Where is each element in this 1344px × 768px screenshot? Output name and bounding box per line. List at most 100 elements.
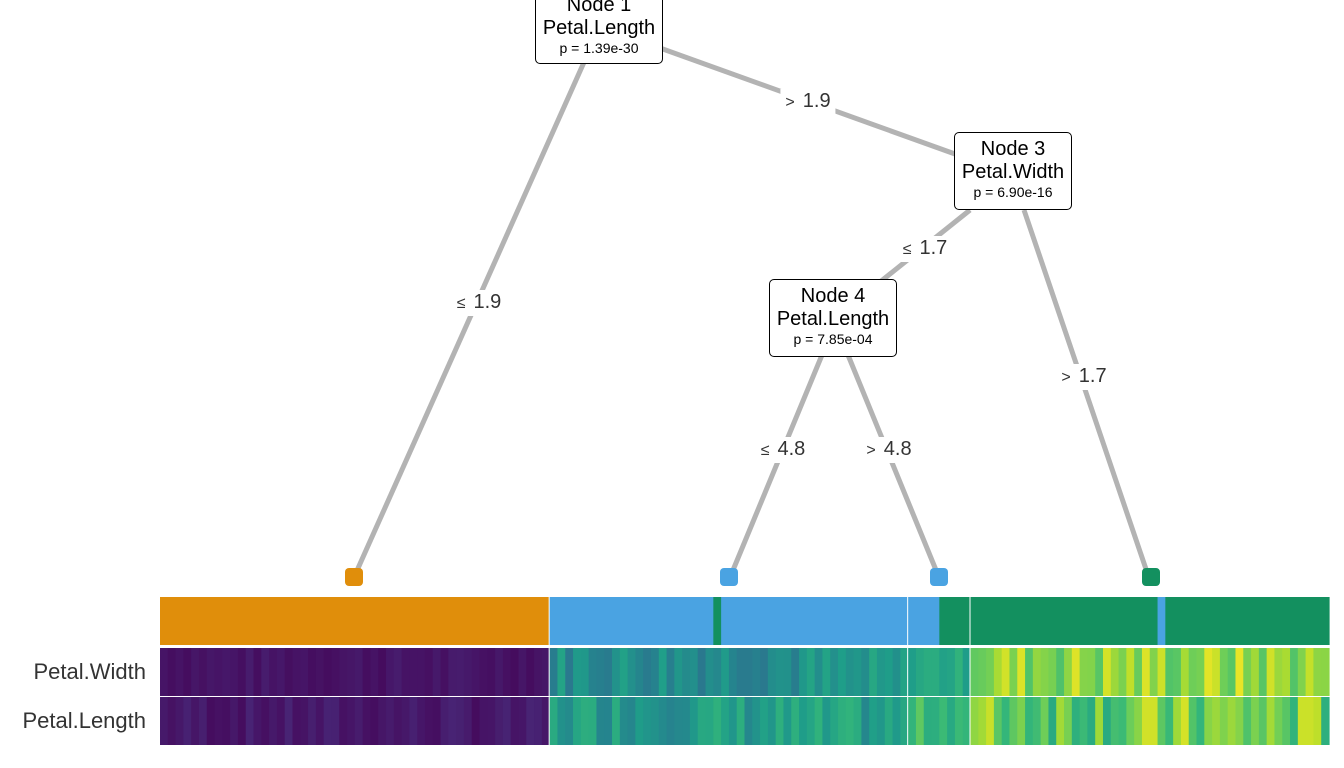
heat-cell-petal-length (838, 697, 847, 745)
heat-cell-petal-length (1235, 697, 1244, 745)
heat-cell-petal-width (643, 648, 652, 696)
heat-cell-petal-width (495, 648, 504, 696)
heat-cell-petal-length (736, 697, 746, 745)
heat-cell-petal-width (339, 648, 348, 696)
heat-cell-petal-length (237, 697, 247, 745)
heat-cell-petal-length (214, 697, 223, 745)
edge-label-node1-right: >1.9 (780, 89, 836, 115)
heat-cell-petal-width (1258, 648, 1268, 696)
edge-label-node3-right: >1.7 (1056, 364, 1112, 390)
heat-cell-petal-length (619, 697, 629, 745)
heat-cell-petal-length (1188, 697, 1198, 745)
heat-cell-petal-width (931, 648, 940, 696)
heat-cell-petal-width (1110, 648, 1120, 696)
heat-cell-petal-length (697, 697, 707, 745)
heat-cell-petal-width (853, 648, 862, 696)
heat-cell-petal-length (386, 697, 395, 745)
heat-cell-petal-length (931, 697, 940, 745)
heat-cell-petal-width (1180, 648, 1190, 696)
heat-cell-petal-width (588, 648, 598, 696)
heat-cell-petal-width (1040, 648, 1050, 696)
heat-cell-petal-width (674, 648, 683, 696)
heat-cell-petal-length (1032, 697, 1042, 745)
heat-cell-petal-width (1165, 648, 1174, 696)
heat-cell-petal-length (518, 697, 527, 745)
node-1-variable: Petal.Length (542, 17, 656, 39)
edge-label-node1-left: ≤1.9 (451, 290, 507, 316)
heat-cell-petal-length (479, 697, 488, 745)
class-bar-segment (1157, 597, 1166, 645)
heat-cell-petal-width (1126, 648, 1135, 696)
heat-cell-petal-length (1297, 697, 1307, 745)
heat-cell-petal-length (1056, 697, 1065, 745)
leaf-node-marker (720, 568, 738, 586)
heat-cell-petal-length (643, 697, 652, 745)
heat-cell-petal-width (1173, 648, 1182, 696)
heat-cell-petal-width (448, 648, 457, 696)
heat-cell-petal-width (619, 648, 629, 696)
heat-cell-petal-length (822, 697, 831, 745)
heat-cell-petal-width (206, 648, 216, 696)
heat-cell-petal-width (198, 648, 208, 696)
class-bar-segment (908, 597, 940, 645)
heat-cell-petal-width (939, 648, 948, 696)
heat-cell-petal-length (666, 697, 675, 745)
heat-cell-petal-length (300, 697, 309, 745)
heat-cell-petal-width (1118, 648, 1127, 696)
heat-cell-petal-length (744, 697, 753, 745)
heat-cell-petal-length (1157, 697, 1166, 745)
heat-cell-petal-width (635, 648, 644, 696)
heat-cell-petal-length (401, 697, 410, 745)
heat-cell-petal-width (1025, 648, 1034, 696)
heat-cell-petal-length (1040, 697, 1050, 745)
heat-cell-petal-length (876, 697, 886, 745)
heat-cell-petal-length (502, 697, 512, 745)
heat-cell-petal-length (604, 697, 613, 745)
heat-cell-petal-width (760, 648, 769, 696)
class-bar-segment (939, 597, 972, 645)
heat-cell-petal-width (284, 648, 294, 696)
heat-cell-petal-width (876, 648, 886, 696)
heat-cell-petal-length (1227, 697, 1237, 745)
heat-cell-petal-width (923, 648, 933, 696)
heat-cell-petal-length (978, 697, 987, 745)
heat-cell-petal-width (1056, 648, 1065, 696)
heat-cell-petal-length (658, 697, 668, 745)
heat-cell-petal-width (1157, 648, 1166, 696)
heat-cell-petal-width (830, 648, 839, 696)
tree-edge (845, 354, 941, 576)
heat-cell-petal-length (760, 697, 769, 745)
heatmap (160, 597, 1330, 745)
heat-cell-petal-length (253, 697, 262, 745)
heat-cell-petal-width (417, 648, 426, 696)
heat-cell-petal-length (534, 697, 543, 745)
heat-cell-petal-length (783, 697, 792, 745)
tree-edges (352, 45, 1151, 577)
heat-cell-petal-length (650, 697, 660, 745)
heat-cell-petal-length (549, 697, 559, 745)
heat-cell-petal-width (292, 648, 301, 696)
heat-cell-petal-length (471, 697, 481, 745)
heat-cell-petal-length (276, 697, 286, 745)
heat-cell-petal-length (1087, 697, 1096, 745)
heat-cell-petal-length (869, 697, 878, 745)
heat-cell-petal-width (386, 648, 395, 696)
heat-cell-petal-width (1009, 648, 1018, 696)
heat-cell-petal-length (1173, 697, 1182, 745)
heat-cell-petal-width (1297, 648, 1307, 696)
heat-cell-petal-length (713, 697, 722, 745)
heat-cell-petal-width (962, 648, 972, 696)
heat-cell-petal-length (892, 697, 901, 745)
heat-cell-petal-length (767, 697, 777, 745)
heat-cell-petal-length (378, 697, 387, 745)
heat-cell-petal-width (627, 648, 636, 696)
leaf-node-marker (345, 568, 363, 586)
heat-cell-petal-width (191, 648, 200, 696)
heat-cell-petal-length (939, 697, 948, 745)
heat-cell-petal-length (954, 697, 964, 745)
heat-cell-petal-width (534, 648, 543, 696)
heat-cell-petal-width (424, 648, 434, 696)
heat-cell-petal-width (541, 648, 551, 696)
heat-cell-petal-width (276, 648, 286, 696)
heat-cell-petal-length (448, 697, 457, 745)
